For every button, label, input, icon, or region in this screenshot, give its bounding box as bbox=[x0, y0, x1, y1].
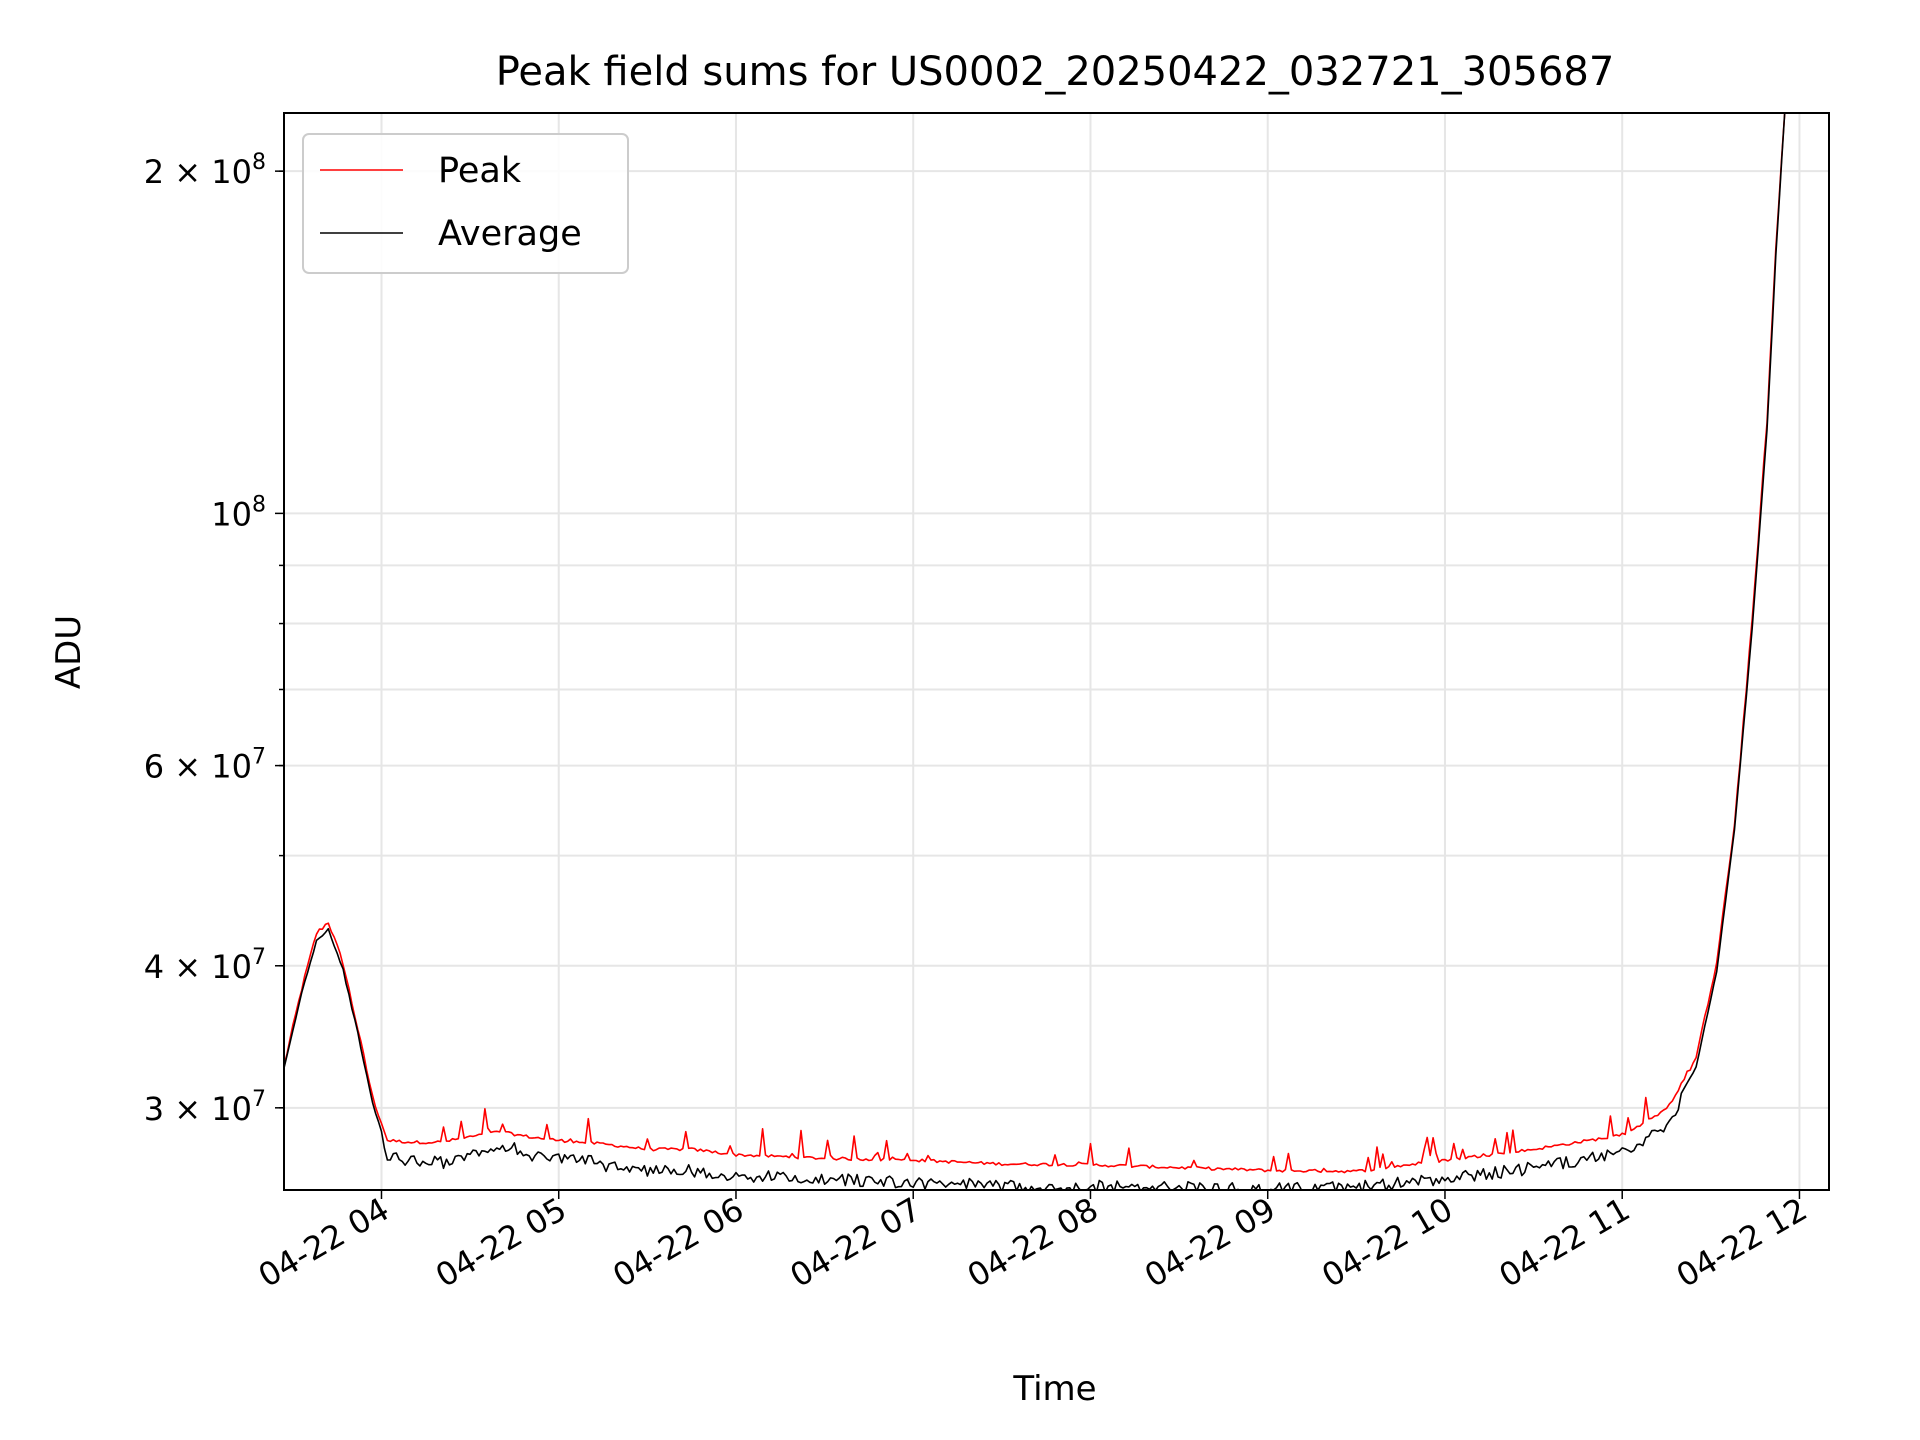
chart-title: Peak field sums for US0002_20250422_0327… bbox=[496, 49, 1615, 95]
legend-box bbox=[302, 133, 629, 274]
series-layer bbox=[284, 113, 1786, 1190]
plot-frame bbox=[283, 112, 1830, 1191]
y-tick-label: 6 × 107 bbox=[144, 745, 266, 786]
y-tick-label: 4 × 107 bbox=[144, 945, 266, 986]
y-tick-label: 2 × 108 bbox=[144, 150, 266, 191]
legend-label-average: Average bbox=[438, 214, 582, 254]
series-line-average bbox=[284, 113, 1786, 1190]
series-line-peak bbox=[284, 113, 1786, 1174]
x-axis-label: Time bbox=[1012, 1369, 1096, 1409]
legend: Peak Average bbox=[302, 133, 629, 274]
y-axis-label: ADU bbox=[49, 615, 89, 689]
y-axis: 2 × 108 108 6 × 107 4 × 107 3 × 107 bbox=[144, 150, 284, 1128]
y-tick-label: 108 bbox=[211, 492, 266, 533]
legend-label-peak: Peak bbox=[438, 151, 522, 191]
y-tick-label: 3 × 107 bbox=[144, 1087, 266, 1128]
